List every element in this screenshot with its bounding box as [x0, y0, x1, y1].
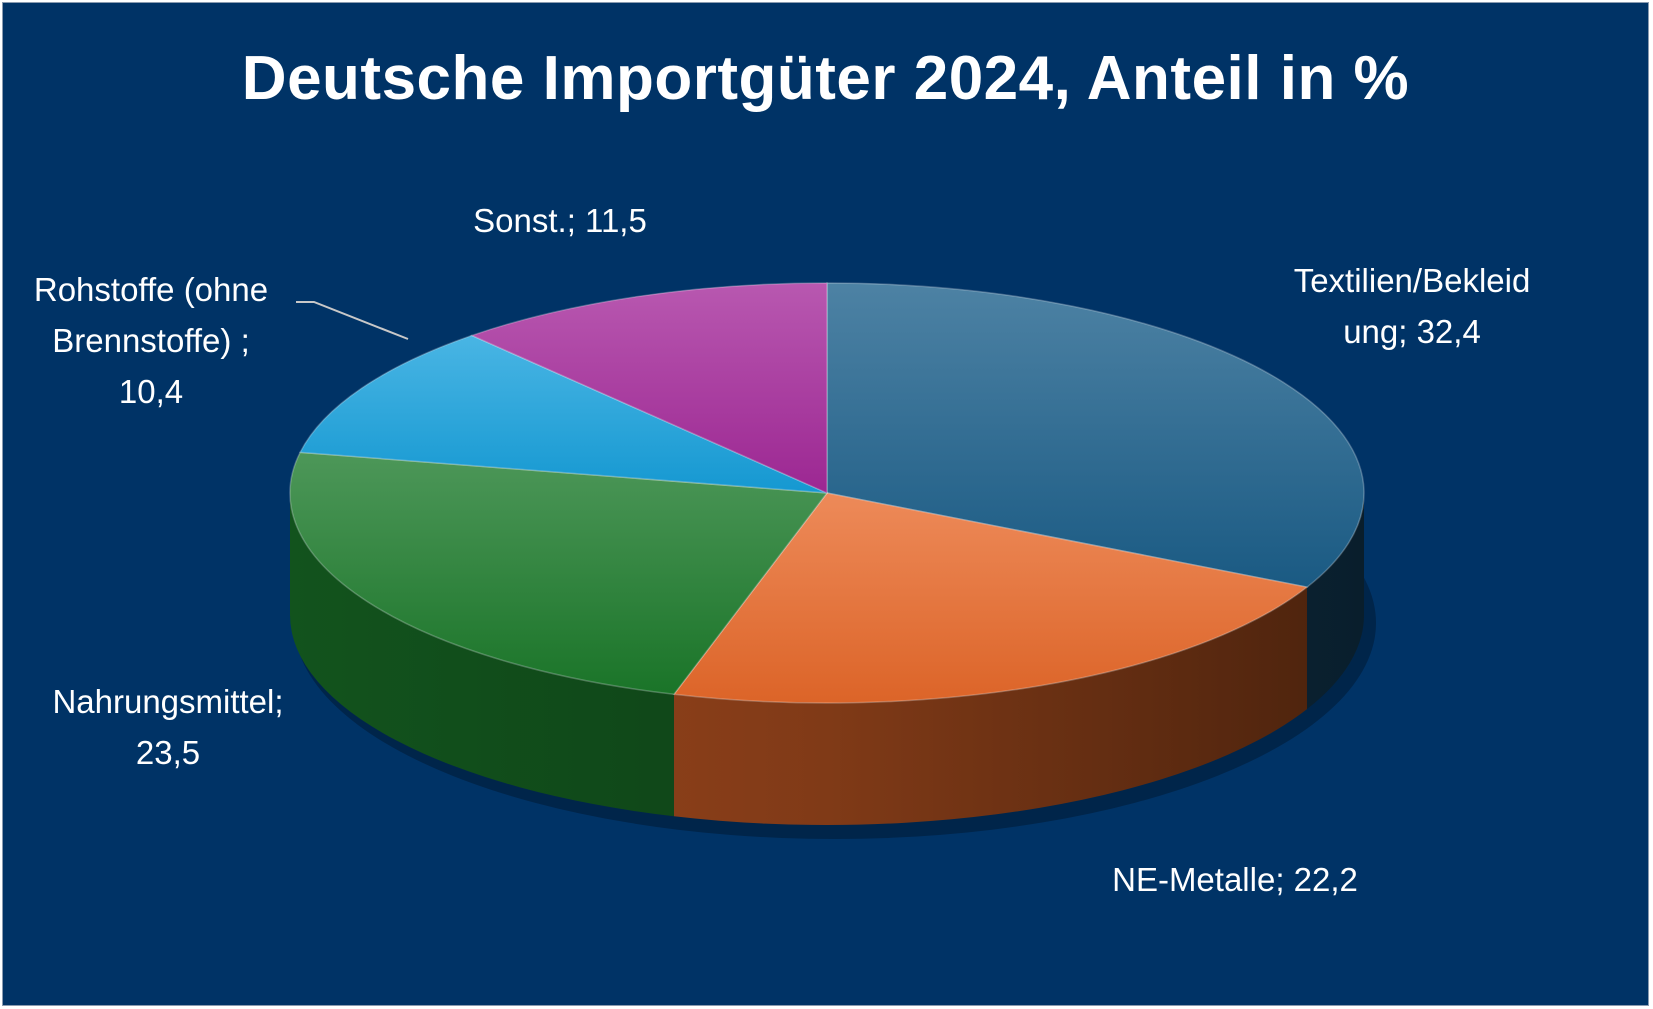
label-nahrungsmittel: Nahrungsmittel; 23,5 — [52, 683, 283, 771]
slice-ne-metalle-side — [673, 587, 1307, 825]
slice-sonst — [469, 282, 828, 495]
slice-rohstoffe-ohne-brennstoffe — [298, 334, 828, 494]
slice-nahrungsmittel — [289, 451, 829, 696]
slice-textilien-bekleidung-side — [1306, 493, 1364, 710]
slice-ne-metalle — [672, 492, 1309, 704]
slice-nahrungsmittel-side — [290, 493, 674, 817]
leader-line-rohstoffe — [296, 301, 409, 340]
label-rohstoffe-ohne-brennstoffe-line: Rohstoffe (ohne — [34, 271, 268, 308]
chart-title: Deutsche Importgüter 2024, Anteil in % — [241, 44, 1410, 113]
label-rohstoffe-ohne-brennstoffe-line: 10,4 — [119, 373, 183, 410]
label-textilien-bekleidung-line: Textilien/Bekleid — [1294, 262, 1531, 299]
label-nahrungsmittel-line: 23,5 — [136, 734, 200, 771]
label-sonst: Sonst.; 11,5 — [473, 202, 647, 239]
label-ne-metalle-line: NE-Metalle; 22,2 — [1112, 861, 1358, 898]
slice-textilien-bekleidung — [826, 282, 1365, 588]
label-nahrungsmittel-line: Nahrungsmittel; — [52, 683, 283, 720]
label-textilien-bekleidung-line: ung; 32,4 — [1343, 313, 1481, 350]
label-textilien-bekleidung: Textilien/Bekleid ung; 32,4 — [1294, 262, 1531, 350]
label-sonst-line: Sonst.; 11,5 — [473, 202, 647, 239]
label-rohstoffe-ohne-brennstoffe-line: Brennstoffe) ; — [52, 322, 250, 359]
label-ne-metalle: NE-Metalle; 22,2 — [1112, 861, 1358, 898]
label-rohstoffe-ohne-brennstoffe: Rohstoffe (ohne Brennstoffe) ; 10,4 — [34, 271, 268, 410]
